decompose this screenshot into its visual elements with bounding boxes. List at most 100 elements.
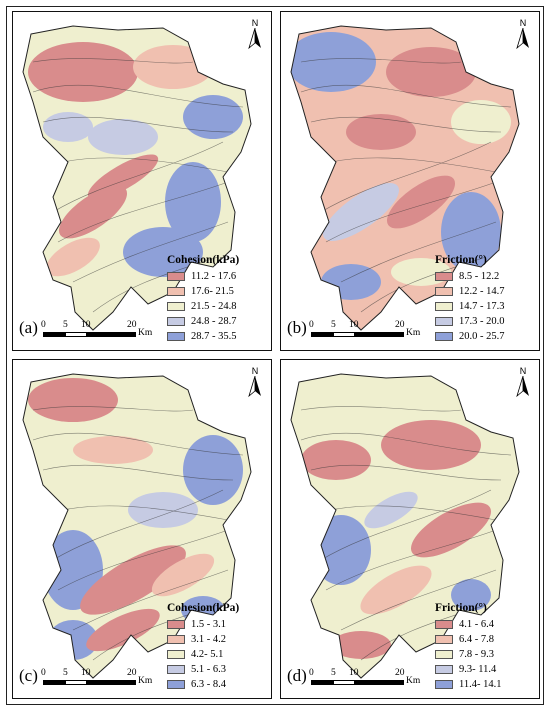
legend-swatch — [167, 635, 185, 644]
legend-swatch — [167, 287, 185, 296]
legend-c: Cohesion(kPa) 1.5 - 3.1 3.1 - 4.2 4.2- 5… — [167, 602, 263, 692]
map-c — [22, 373, 252, 679]
legend-swatch — [167, 620, 185, 629]
north-arrow-b: N — [515, 18, 531, 52]
scale-unit: Km — [138, 328, 153, 338]
scale-tick: 10 — [349, 320, 359, 330]
legend-label: 11.4- 14.1 — [459, 679, 502, 690]
panel-label-d: (d) — [287, 666, 307, 685]
map-a — [22, 25, 252, 331]
legend-swatch — [435, 620, 453, 629]
figure-frame: N Cohesion(kPa) 11.2 - 17.6 17.6- 21.5 2… — [6, 6, 544, 705]
legend-item: 20.0 - 25.7 — [435, 329, 531, 344]
legend-label: 24.8 - 28.7 — [191, 316, 237, 327]
legend-label: 20.0 - 25.7 — [459, 331, 505, 342]
legend-swatch — [167, 650, 185, 659]
legend-item: 1.5 - 3.1 — [167, 617, 263, 632]
legend-label: 11.2 - 17.6 — [191, 271, 237, 282]
scale-tick: 5 — [63, 668, 68, 678]
legend-swatch — [435, 287, 453, 296]
legend-label: 12.2 - 14.7 — [459, 286, 505, 297]
legend-label: 17.3 - 20.0 — [459, 316, 505, 327]
legend-swatch — [167, 317, 185, 326]
legend-item: 4.2- 5.1 — [167, 647, 263, 662]
legend-d: Friction(°) 4.1 - 6.4 6.4 - 7.8 7.8 - 9.… — [435, 602, 531, 692]
scale-tick: 20 — [395, 668, 405, 678]
legend-swatch — [435, 680, 453, 689]
legend-item: 17.6- 21.5 — [167, 284, 263, 299]
legend-label: 6.4 - 7.8 — [459, 634, 494, 645]
legend-swatch — [435, 635, 453, 644]
scale-bar-b: 0 5 10 20 Km — [309, 320, 421, 342]
legend-item: 17.3 - 20.0 — [435, 314, 531, 329]
legend-title: Friction(°) — [435, 602, 487, 614]
map-panel-b: N Friction(°) 8.5 - 12.2 12.2 - 14.7 14.… — [280, 11, 540, 351]
legend-title: Friction(°) — [435, 254, 487, 266]
legend-title: Cohesion(kPa) — [167, 602, 240, 614]
scale-tick: 20 — [395, 320, 405, 330]
legend-label: 8.5 - 12.2 — [459, 271, 500, 282]
legend-label: 21.5 - 24.8 — [191, 301, 237, 312]
scale-tick: 5 — [63, 320, 68, 330]
map-b — [290, 25, 520, 331]
legend-title: Cohesion(kPa) — [167, 254, 240, 266]
legend-item: 24.8 - 28.7 — [167, 314, 263, 329]
north-arrow-c: N — [247, 366, 263, 400]
scale-tick: 0 — [41, 668, 46, 678]
map-panel-d: N Friction(°) 4.1 - 6.4 6.4 - 7.8 7.8 - … — [280, 359, 540, 699]
scale-tick: 20 — [127, 668, 137, 678]
legend-swatch — [167, 332, 185, 341]
legend-swatch — [167, 272, 185, 281]
scale-unit: Km — [406, 676, 421, 686]
legend-label: 28.7 - 35.5 — [191, 331, 237, 342]
legend-label: 6.3 - 8.4 — [191, 679, 226, 690]
map-panel-a: N Cohesion(kPa) 11.2 - 17.6 17.6- 21.5 2… — [12, 11, 272, 351]
legend-item: 6.3 - 8.4 — [167, 677, 263, 692]
legend-item: 5.1 - 6.3 — [167, 662, 263, 677]
scale-bar-a: 0 5 10 20 Km — [41, 320, 153, 342]
legend-label: 1.5 - 3.1 — [191, 619, 226, 630]
north-arrow-icon — [516, 376, 529, 398]
legend-item: 6.4 - 7.8 — [435, 632, 531, 647]
north-label: N — [251, 18, 259, 28]
legend-item: 14.7 - 17.3 — [435, 299, 531, 314]
legend-swatch — [435, 650, 453, 659]
legend-swatch — [167, 665, 185, 674]
legend-swatch — [167, 680, 185, 689]
legend-label: 7.8 - 9.3 — [459, 649, 494, 660]
panel-label-b: (b) — [287, 318, 307, 337]
legend-label: 17.6- 21.5 — [191, 286, 234, 297]
legend-label: 14.7 - 17.3 — [459, 301, 505, 312]
panel-label-a: (a) — [19, 318, 38, 337]
legend-item: 9.3- 11.4 — [435, 662, 531, 677]
scale-tick: 10 — [81, 320, 91, 330]
panel-label-c: (c) — [19, 666, 38, 685]
scale-tick: 0 — [309, 668, 314, 678]
north-arrow-icon — [516, 28, 529, 50]
legend-label: 4.1 - 6.4 — [459, 619, 494, 630]
scale-tick: 0 — [309, 320, 314, 330]
legend-a: Cohesion(kPa) 11.2 - 17.6 17.6- 21.5 21.… — [167, 254, 263, 344]
legend-swatch — [435, 665, 453, 674]
legend-item: 28.7 - 35.5 — [167, 329, 263, 344]
scale-tick: 10 — [81, 668, 91, 678]
scale-unit: Km — [138, 676, 153, 686]
north-arrow-a: N — [247, 18, 263, 52]
legend-b: Friction(°) 8.5 - 12.2 12.2 - 14.7 14.7 … — [435, 254, 531, 344]
north-arrow-icon — [248, 376, 261, 398]
legend-item: 11.4- 14.1 — [435, 677, 531, 692]
north-label: N — [519, 366, 527, 376]
legend-swatch — [435, 302, 453, 311]
legend-item: 11.2 - 17.6 — [167, 269, 263, 284]
legend-item: 8.5 - 12.2 — [435, 269, 531, 284]
map-panel-c: N Cohesion(kPa) 1.5 - 3.1 3.1 - 4.2 4.2-… — [12, 359, 272, 699]
north-arrow-icon — [248, 28, 261, 50]
scale-unit: Km — [406, 328, 421, 338]
legend-label: 4.2- 5.1 — [191, 649, 224, 660]
legend-label: 5.1 - 6.3 — [191, 664, 226, 675]
legend-item: 7.8 - 9.3 — [435, 647, 531, 662]
legend-item: 3.1 - 4.2 — [167, 632, 263, 647]
map-d — [290, 373, 520, 679]
scale-tick: 5 — [331, 320, 336, 330]
legend-item: 21.5 - 24.8 — [167, 299, 263, 314]
